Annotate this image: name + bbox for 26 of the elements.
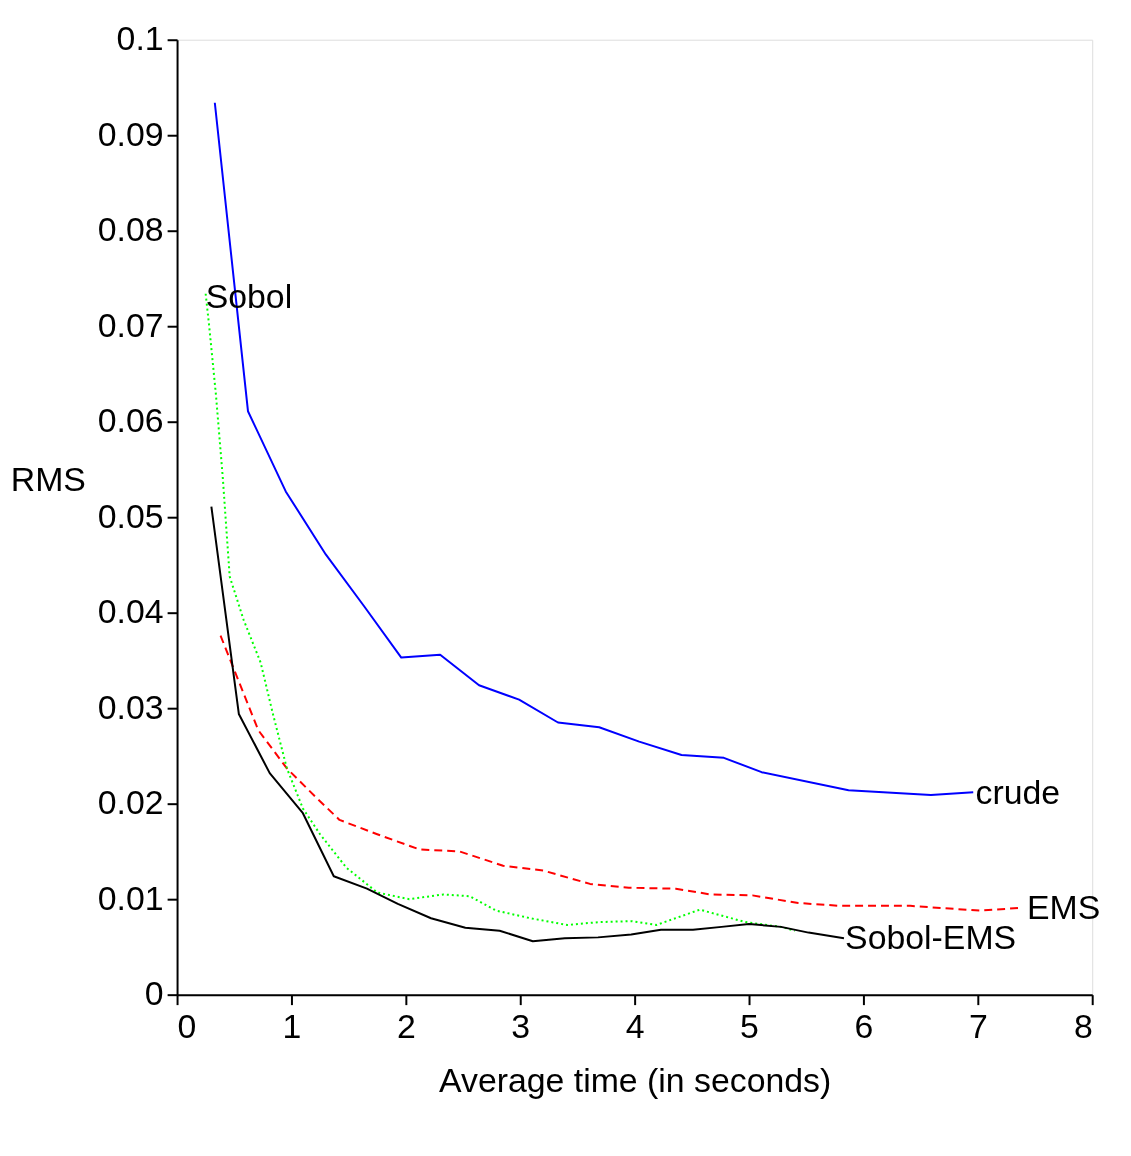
x-tick-label: 0 [177,1006,197,1045]
y-tick-label: 0 [144,974,164,1013]
x-tick-label: 3 [511,1006,531,1045]
y-tick-label: 0.06 [97,401,164,440]
y-tick-label: 0.03 [97,687,164,726]
annotation: crude [975,773,1061,812]
x-tick-label: 8 [1073,1006,1093,1045]
y-tick-label: 0.07 [97,305,164,344]
x-tick-label: 7 [968,1006,988,1045]
y-tick-label: 0.01 [97,878,164,917]
x-tick-label: 2 [396,1006,416,1045]
annotation: EMS [1027,887,1101,926]
y-tick-label: 0.1 [116,19,164,58]
y-tick-label: 0.09 [97,114,164,153]
line-series [210,505,845,943]
x-tick-label: 4 [625,1006,645,1045]
y-tick-label: 0.02 [97,783,164,822]
x-axis-title: Average time (in seconds) [439,1060,832,1099]
y-tick-label: 0.04 [97,592,164,631]
x-tick-label: 6 [854,1006,874,1045]
x-tick-label: 1 [282,1006,302,1045]
annotation: Sobol-EMS [845,918,1017,957]
x-tick-label: 5 [740,1006,759,1045]
y-axis-title: RMS [10,459,86,498]
y-tick-label: 0.08 [97,210,164,249]
y-tick-label: 0.05 [97,496,164,535]
